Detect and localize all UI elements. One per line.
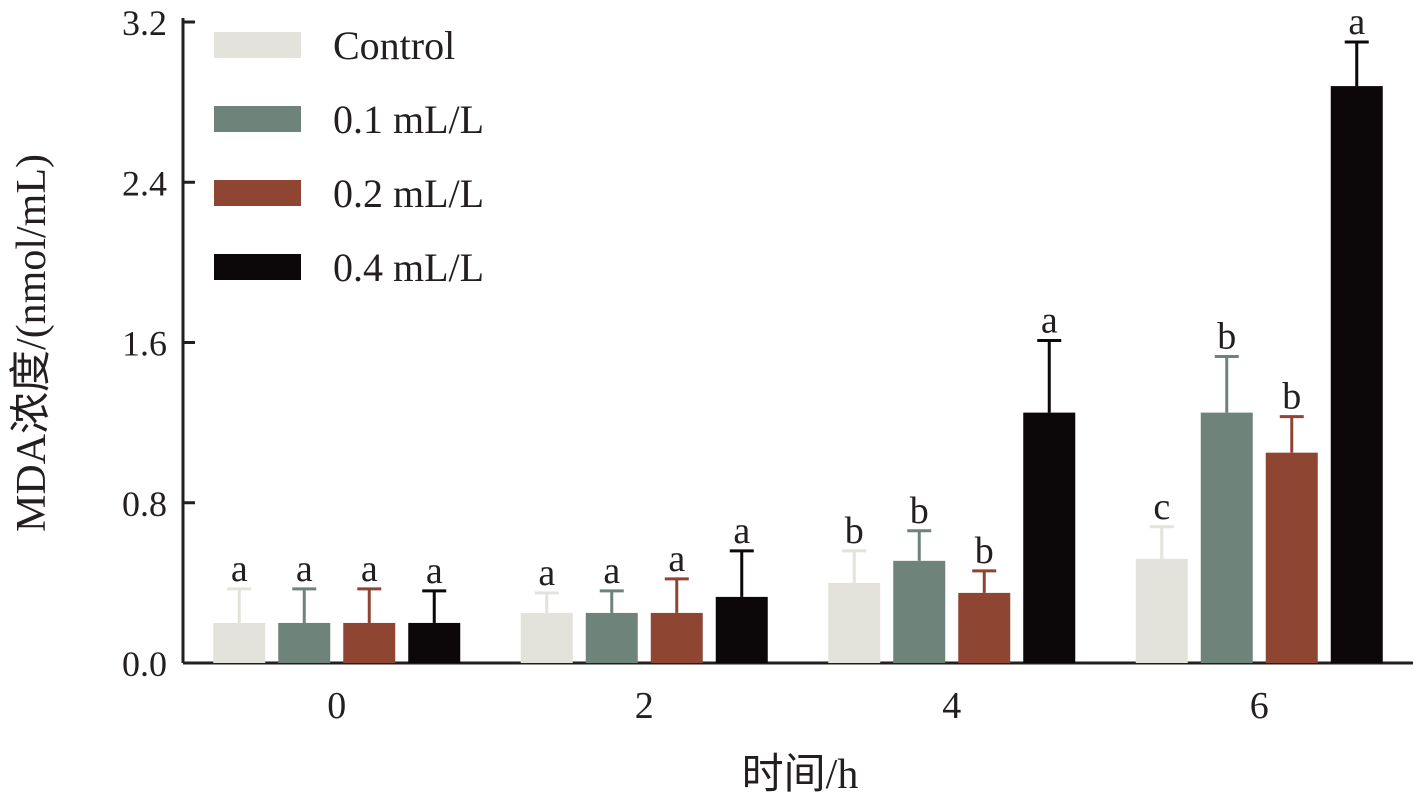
significance-letter: b: [1282, 376, 1301, 418]
significance-letter: a: [426, 550, 443, 592]
bar: [408, 622, 461, 663]
legend: Control 0.1 mL/L 0.2 mL/L 0.4 mL/L: [214, 23, 484, 290]
y-tick-label: 3.2: [122, 3, 167, 43]
bar: [278, 622, 331, 663]
legend-swatch: [214, 106, 301, 132]
y-tick-label: 1.6: [122, 324, 167, 364]
bar: [213, 622, 266, 663]
significance-letter: a: [733, 510, 750, 552]
x-tick-label: 4: [942, 685, 961, 727]
legend-label: 0.1 mL/L: [333, 97, 484, 142]
significance-letter: b: [975, 530, 994, 572]
x-tick-label: 0: [327, 685, 346, 727]
legend-label: Control: [333, 23, 455, 68]
x-axis-title: 时间/h: [742, 752, 859, 798]
significance-letter: a: [603, 550, 620, 592]
bar: [1330, 86, 1383, 664]
y-axis-title: MDA浓度/(nmol/mL): [9, 154, 55, 532]
significance-letter: b: [910, 490, 929, 532]
y-tick-label: 0.0: [122, 644, 167, 684]
bar: [1265, 452, 1318, 663]
y-tick-label: 0.8: [122, 484, 167, 524]
bar: [520, 612, 573, 663]
legend-swatch: [214, 180, 301, 206]
x-tick-label: 6: [1250, 685, 1269, 727]
bars: a a a a a a a a b b b a c b b a: [213, 1, 1383, 664]
legend-swatch: [214, 32, 301, 58]
bar: [828, 582, 881, 663]
legend-swatch: [214, 254, 301, 280]
bar: [1023, 412, 1076, 663]
bar: [585, 612, 638, 663]
significance-letter: a: [231, 548, 248, 590]
significance-letter: b: [1217, 316, 1236, 358]
bar: [893, 560, 946, 663]
significance-letter: a: [361, 548, 378, 590]
bar: [958, 592, 1011, 663]
significance-letter: c: [1153, 486, 1170, 528]
significance-letter: a: [668, 538, 685, 580]
significance-letter: b: [845, 510, 864, 552]
significance-letter: a: [538, 552, 555, 594]
significance-letter: a: [296, 548, 313, 590]
x-tick-label: 2: [635, 685, 654, 727]
bar: [1200, 412, 1253, 663]
bar: [715, 596, 768, 663]
legend-label: 0.2 mL/L: [333, 171, 484, 216]
y-tick-label: 2.4: [122, 163, 167, 203]
significance-letter: a: [1348, 1, 1365, 43]
legend-label: 0.4 mL/L: [333, 245, 484, 290]
bar: [650, 612, 703, 663]
bar: [343, 622, 396, 663]
significance-letter: a: [1041, 299, 1058, 341]
bar: [1135, 558, 1188, 663]
